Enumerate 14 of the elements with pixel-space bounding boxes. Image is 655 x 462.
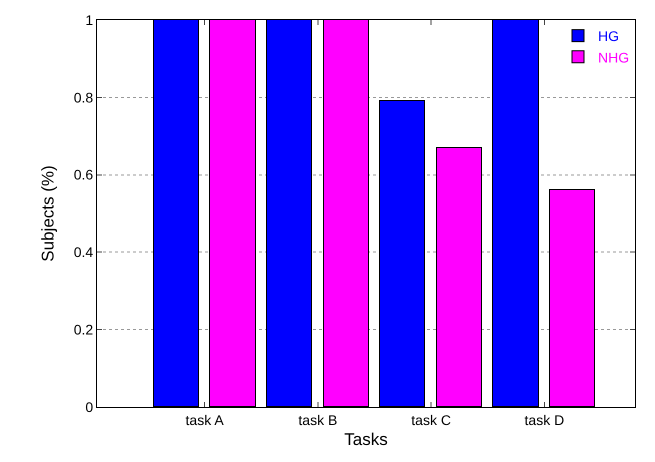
x-tick-label: task A xyxy=(186,412,224,428)
x-tick-label: task C xyxy=(411,412,451,428)
x-tick-label: task B xyxy=(298,412,338,428)
x-tick-label: task D xyxy=(524,412,564,428)
legend-label: NHG xyxy=(598,49,630,66)
y-tick-label: 0.8 xyxy=(74,89,94,106)
y-tick-label: 0.4 xyxy=(74,244,94,260)
y-tick-label: 1 xyxy=(85,12,94,28)
x-axis-title: Tasks xyxy=(344,430,388,450)
y-tick-label: 0 xyxy=(85,398,94,415)
legend-label: HG xyxy=(598,28,619,44)
y-tick-label: 0.6 xyxy=(74,166,94,183)
y-tick-label: 0.2 xyxy=(74,322,94,338)
y-axis-title: Subjects (%) xyxy=(38,165,58,262)
